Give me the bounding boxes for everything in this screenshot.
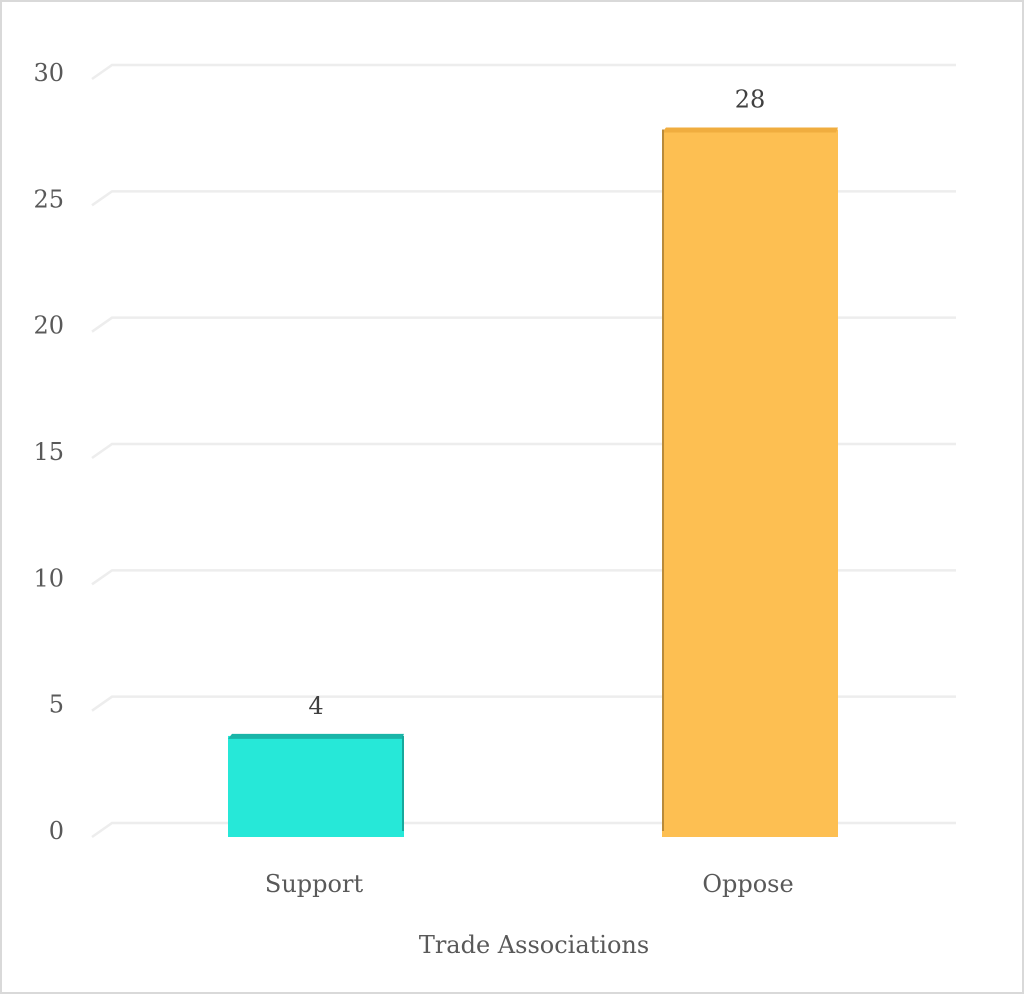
y-tick-label: 10: [33, 564, 64, 592]
bar-support: [228, 733, 404, 837]
gridline: [91, 63, 956, 81]
y-axis-tick-labels: 0 5 10 15 20 25 30: [33, 59, 64, 845]
y-tick-label: 25: [33, 185, 64, 213]
x-category-label: Support: [265, 870, 364, 898]
data-label: 28: [735, 86, 766, 114]
y-tick-label: 30: [33, 59, 64, 87]
bars: 4 28: [228, 86, 838, 838]
y-tick-label: 20: [33, 312, 64, 340]
y-tick-label: 0: [49, 817, 64, 845]
x-axis-category-labels: Support Oppose: [265, 870, 794, 898]
bar-oppose: [662, 127, 838, 838]
x-axis-title: Trade Associations: [419, 931, 649, 959]
y-tick-label: 15: [33, 438, 64, 466]
data-label: 4: [308, 692, 323, 720]
x-category-label: Oppose: [702, 870, 793, 898]
y-tick-label: 5: [49, 691, 64, 719]
